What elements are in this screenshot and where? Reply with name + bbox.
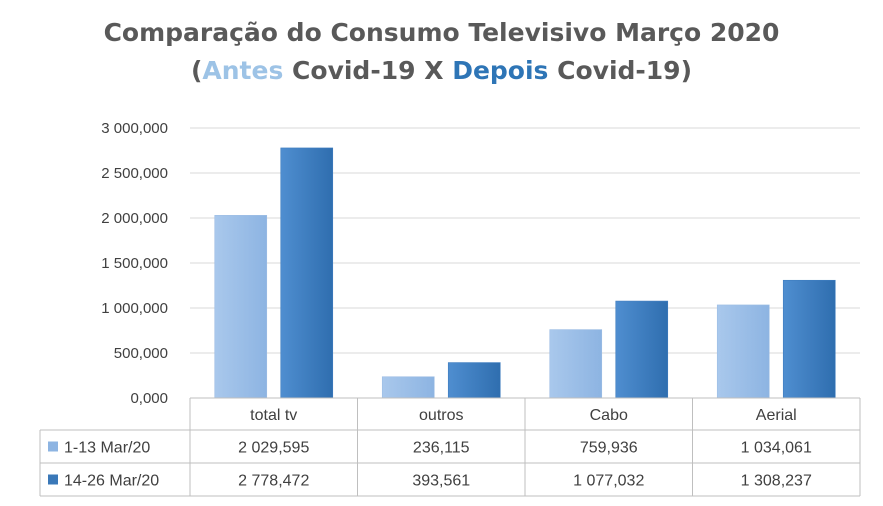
category-label: Cabo: [590, 407, 628, 424]
bar-depois: [782, 279, 836, 399]
legend-swatch: [48, 441, 58, 452]
table-cell-value: 2 778,472: [238, 473, 309, 490]
title-antes: Antes: [202, 56, 284, 85]
table-cell-value: 236,115: [413, 440, 470, 457]
table-cell-value: 1 034,061: [741, 440, 812, 457]
y-tick-label: 2 500,000: [101, 165, 168, 182]
title-mid: Covid-19 X: [283, 56, 453, 85]
category-label: outros: [419, 407, 463, 424]
y-tick-label: 500,000: [114, 345, 168, 362]
legend-label: 14-26 Mar/20: [64, 473, 159, 490]
title-depois: Depois: [452, 56, 549, 85]
legend-label: 1-13 Mar/20: [64, 440, 150, 457]
legend-swatch: [48, 474, 58, 485]
bar-antes: [214, 215, 268, 399]
chart-title: Comparação do Consumo Televisivo Março 2…: [0, 14, 883, 90]
table-cell-value: 1 077,032: [573, 473, 644, 490]
category-label: total tv: [250, 407, 297, 424]
y-tick-label: 1 500,000: [101, 255, 168, 272]
table-cell-value: 1 308,237: [741, 473, 812, 490]
y-tick-label: 0,000: [130, 390, 168, 407]
bar-antes: [381, 376, 435, 399]
title-end: Covid-19): [548, 56, 693, 85]
bar-depois: [280, 147, 334, 399]
table-cell-value: 759,936: [580, 440, 638, 457]
title-line-1: Comparação do Consumo Televisivo Março 2…: [103, 18, 780, 47]
title-open-paren: (: [190, 56, 203, 85]
bar-depois: [447, 362, 501, 399]
y-tick-label: 3 000,000: [101, 120, 168, 137]
table-cell-value: 393,561: [412, 473, 470, 490]
category-label: Aerial: [756, 407, 797, 424]
y-tick-label: 2 000,000: [101, 210, 168, 227]
bar-antes: [549, 329, 603, 399]
bar-antes: [716, 304, 770, 399]
bar-depois: [615, 300, 669, 399]
y-tick-label: 1 000,000: [101, 300, 168, 317]
table-cell-value: 2 029,595: [238, 440, 309, 457]
title-line-2: (Antes Covid-19 X Depois Covid-19): [0, 52, 883, 90]
